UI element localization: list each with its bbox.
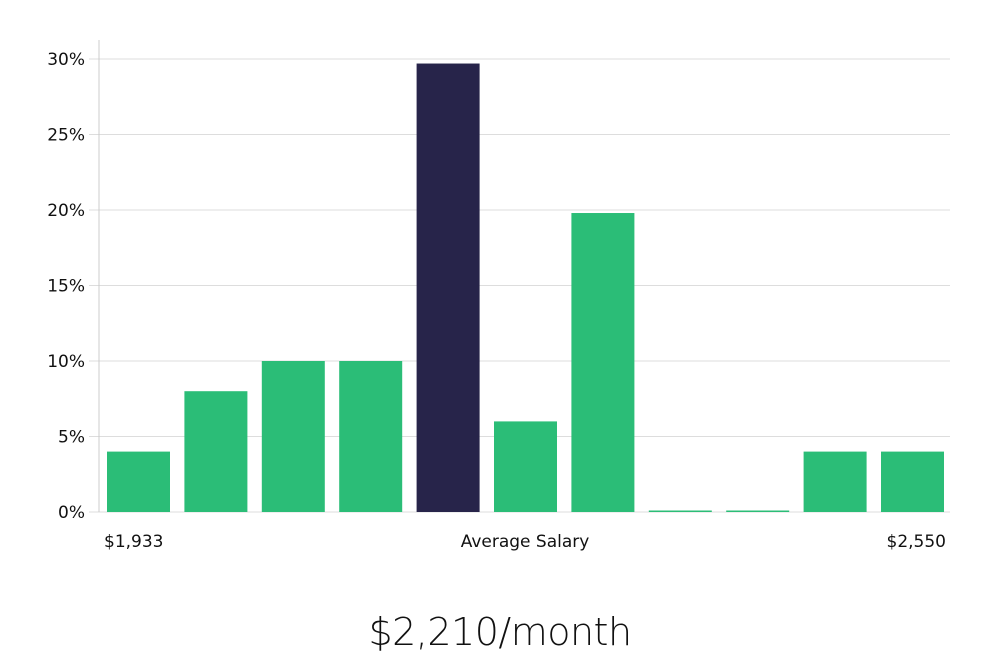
average-salary-bar [416, 63, 480, 512]
y-tick-label: 30% [47, 50, 85, 70]
x-axis-label: Average Salary [461, 532, 590, 552]
y-tick-label: 5% [58, 428, 85, 448]
x-min-label: $1,933 [104, 532, 163, 552]
y-tick-label: 15% [47, 277, 85, 297]
histogram-bar [726, 510, 790, 512]
average-salary-summary: $2,210/month [368, 610, 632, 654]
histogram-bar [803, 451, 867, 512]
histogram-bar [494, 421, 557, 512]
y-tick-label: 0% [58, 503, 85, 523]
y-axis: 0% 5% 10% 15% 20% 25% 30% [47, 40, 100, 523]
histogram-bar [184, 391, 248, 512]
histogram-bar [107, 451, 170, 512]
y-tick-label: 10% [47, 352, 85, 372]
histogram-bar [261, 361, 325, 512]
y-tick-label: 20% [47, 201, 85, 221]
histogram-bar [881, 451, 944, 512]
histogram-bar [571, 213, 635, 512]
y-tick-label: 25% [47, 126, 85, 146]
bars [107, 63, 944, 512]
x-max-label: $2,550 [887, 532, 946, 552]
histogram-bar [339, 361, 403, 512]
histogram-bar [648, 510, 712, 512]
